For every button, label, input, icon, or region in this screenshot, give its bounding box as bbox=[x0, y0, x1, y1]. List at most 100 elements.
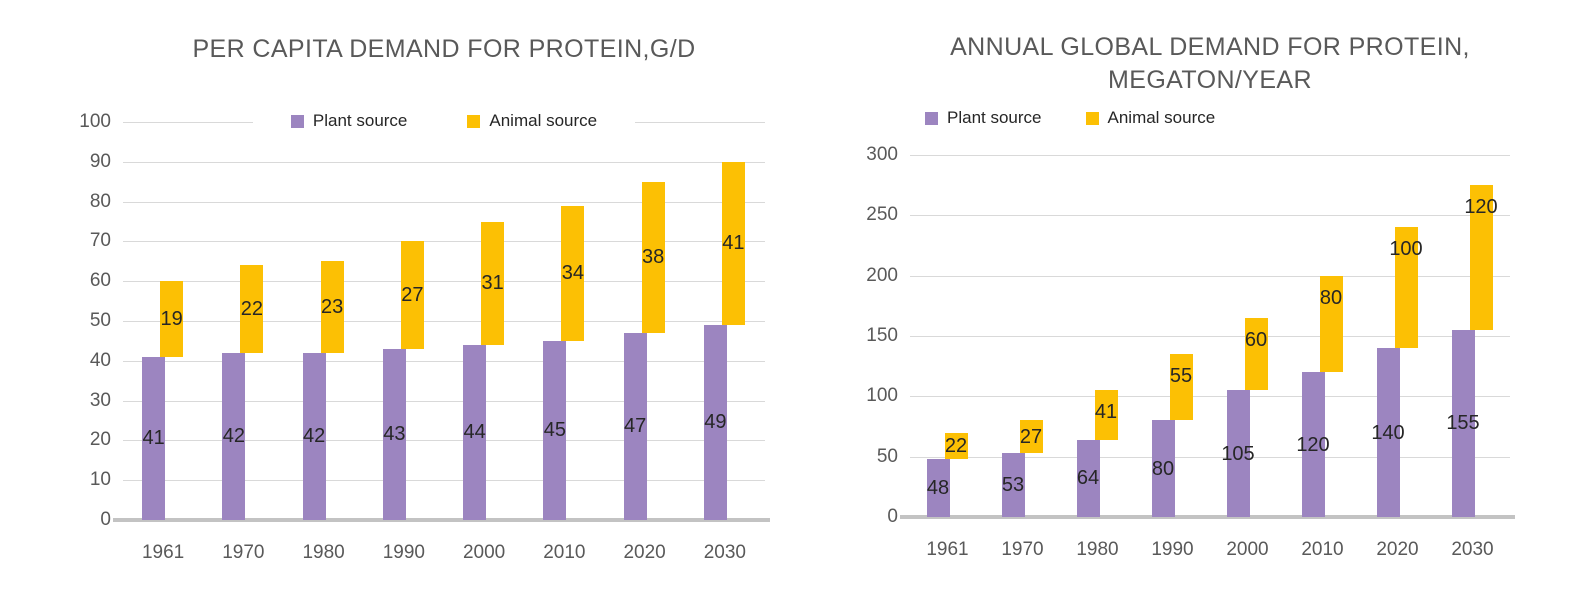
animal-bar bbox=[1319, 275, 1343, 373]
animal-bar-value-label: 23 bbox=[321, 296, 344, 319]
gridline bbox=[910, 396, 1510, 398]
plant-bar-value-label: 105 bbox=[1221, 442, 1255, 465]
plant-bar bbox=[1226, 390, 1250, 517]
plant-source-swatch-icon bbox=[925, 111, 938, 125]
animal-bar-value-label: 80 bbox=[1319, 286, 1343, 309]
plant-bar bbox=[703, 324, 727, 520]
gridline bbox=[123, 201, 765, 203]
chart-title-line: ANNUAL GLOBAL DEMAND FOR PROTEIN, bbox=[950, 33, 1470, 61]
plant-bar-value-label: 47 bbox=[624, 415, 647, 438]
legend-item-animal-source: Animal source bbox=[1085, 108, 1216, 128]
chart-title-line: MEGATON/YEAR bbox=[1108, 66, 1312, 94]
animal-bar-value-label: 19 bbox=[160, 308, 183, 330]
plant-bar bbox=[1376, 348, 1400, 517]
legend-label: Animal source bbox=[489, 111, 598, 130]
y-axis-tick-label: 200 bbox=[866, 264, 898, 286]
gridline bbox=[123, 161, 765, 163]
animal-bar bbox=[561, 205, 585, 341]
plant-bar bbox=[463, 344, 487, 520]
y-axis-tick-label: 10 bbox=[89, 469, 111, 491]
plant-bar-value-label: 43 bbox=[383, 423, 406, 446]
animal-bar bbox=[400, 241, 424, 349]
y-axis-tick-label: 40 bbox=[89, 349, 111, 371]
plant-bar-value-label: 44 bbox=[463, 421, 486, 444]
animal-bar-value-label: 22 bbox=[944, 434, 968, 457]
x-axis-category-label: 1990 bbox=[382, 542, 426, 563]
x-axis-category-label: 2020 bbox=[623, 542, 666, 563]
plant-bar-value-label: 49 bbox=[704, 411, 727, 434]
y-axis-tick-label: 70 bbox=[89, 230, 111, 252]
x-axis-category-label: 1970 bbox=[222, 542, 265, 563]
gridline bbox=[910, 456, 1510, 458]
y-axis-tick-label: 60 bbox=[89, 270, 111, 292]
legend-item-plant-source: Plant source bbox=[290, 111, 408, 131]
x-axis-category-label: 2030 bbox=[703, 542, 747, 563]
y-axis-tick-label: 30 bbox=[89, 389, 111, 411]
plant-bar bbox=[1001, 453, 1025, 517]
y-axis-tick-label: 0 bbox=[887, 506, 898, 527]
y-axis-tick-label: 100 bbox=[866, 385, 898, 407]
plant-bar-value-label: 53 bbox=[1001, 474, 1025, 497]
plant-bar-value-label: 120 bbox=[1296, 433, 1330, 456]
gridline bbox=[123, 321, 765, 322]
animal-bar bbox=[1019, 420, 1043, 454]
x-axis-category-label: 2000 bbox=[462, 542, 506, 563]
animal-bar bbox=[1244, 317, 1268, 391]
animal-source-swatch-icon bbox=[467, 114, 481, 128]
animal-bar-value-label: 60 bbox=[1244, 328, 1268, 351]
x-axis-category-label: 1961 bbox=[926, 539, 969, 560]
gridline bbox=[910, 215, 1510, 217]
y-axis-tick-label: 0 bbox=[100, 509, 111, 530]
plant-bar-value-label: 140 bbox=[1371, 421, 1405, 444]
x-axis-category-label: 2010 bbox=[543, 542, 586, 563]
plant-bar bbox=[1151, 420, 1175, 517]
plot-area: 0 10 20 30 40 50 60 70 80 90 100 41 19 1961 42 22 1970 42… bbox=[79, 111, 770, 563]
plant-bar bbox=[1301, 372, 1325, 517]
animal-bar bbox=[240, 265, 264, 353]
x-axis-line bbox=[113, 518, 770, 522]
animal-bar bbox=[481, 221, 505, 345]
animal-bar bbox=[721, 161, 745, 325]
animal-bar bbox=[944, 432, 968, 460]
plant-bar bbox=[302, 352, 326, 520]
plant-bar bbox=[1076, 439, 1100, 517]
y-axis-tick-label: 90 bbox=[89, 150, 111, 172]
animal-bar-value-label: 100 bbox=[1389, 238, 1423, 261]
animal-bar-value-label: 31 bbox=[481, 272, 504, 295]
x-axis-category-label: 2000 bbox=[1226, 539, 1269, 560]
legend-label: Plant source bbox=[947, 108, 1042, 127]
x-axis-category-label: 1970 bbox=[1001, 539, 1044, 560]
y-axis-tick-label: 150 bbox=[866, 325, 898, 346]
gridline bbox=[910, 275, 1510, 277]
chart-title: ANNUAL GLOBAL DEMAND FOR PROTEIN, MEGATO… bbox=[880, 31, 1540, 97]
x-axis-category-label: 2020 bbox=[1376, 539, 1419, 560]
legend-label: Animal source bbox=[1107, 108, 1216, 127]
plot-area: 0 50 100 150 200 250 300 48 22 1961 53 27 1970 64 41 19… bbox=[866, 144, 1515, 560]
y-axis-tick-label: 50 bbox=[89, 310, 111, 331]
plant-bar-value-label: 41 bbox=[142, 427, 165, 450]
gridline bbox=[123, 400, 765, 402]
animal-bar-value-label: 38 bbox=[642, 246, 665, 269]
plant-bar bbox=[543, 340, 567, 520]
chart-title: PER CAPITA DEMAND FOR PROTEIN,G/D bbox=[123, 33, 765, 66]
gridline bbox=[123, 480, 765, 482]
x-axis-category-label: 2010 bbox=[1301, 539, 1344, 560]
plant-bar bbox=[623, 332, 647, 520]
x-axis-category-label: 1980 bbox=[1076, 539, 1119, 560]
legend-box: Plant source Animal source bbox=[925, 104, 1215, 132]
plant-bar-value-label: 42 bbox=[303, 425, 326, 448]
x-axis-category-label: 2030 bbox=[1451, 539, 1494, 560]
animal-bar bbox=[1169, 354, 1193, 421]
y-axis-tick-label: 250 bbox=[866, 204, 898, 226]
animal-bar bbox=[160, 281, 184, 357]
plant-source-swatch-icon bbox=[290, 114, 304, 128]
legend-label: Plant source bbox=[312, 111, 408, 130]
legend-box: Plant source Animal source bbox=[252, 107, 636, 135]
animal-bar-value-label: 27 bbox=[401, 284, 424, 307]
animal-bar bbox=[641, 181, 665, 333]
gridline bbox=[910, 336, 1510, 337]
y-axis-tick-label: 300 bbox=[866, 144, 898, 165]
